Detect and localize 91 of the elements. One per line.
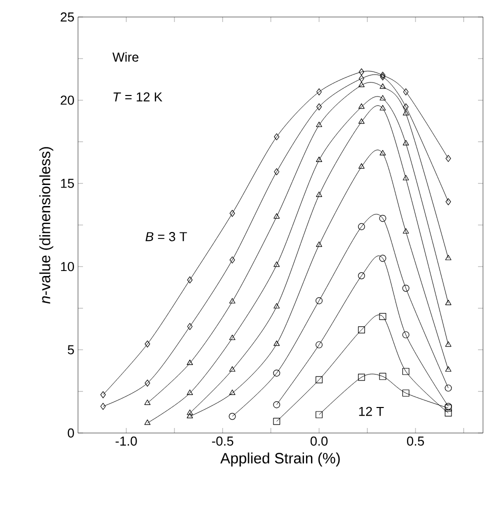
point <box>444 384 452 392</box>
x-tick-label: 0.5 <box>407 436 424 446</box>
point <box>358 118 365 124</box>
point <box>316 341 323 348</box>
point <box>186 410 193 415</box>
point <box>402 110 409 116</box>
x-tick-label: 0.0 <box>310 436 328 446</box>
point <box>358 82 365 88</box>
point <box>316 156 322 162</box>
point <box>316 88 322 96</box>
point <box>316 297 323 304</box>
point <box>379 214 386 222</box>
point <box>446 154 451 162</box>
point <box>445 300 452 306</box>
point <box>380 105 386 110</box>
y-tick-label: 15 <box>61 178 74 188</box>
point <box>186 360 193 366</box>
point <box>228 412 236 420</box>
y-tick-label: 0 <box>68 428 74 438</box>
point <box>444 410 452 417</box>
y-tick-label: 25 <box>60 12 74 22</box>
x-tick-label: -1.0 <box>116 436 137 446</box>
point <box>274 261 280 267</box>
point <box>273 401 280 408</box>
point <box>274 133 280 140</box>
point <box>144 340 150 348</box>
point <box>402 284 410 292</box>
point <box>274 340 280 346</box>
point <box>358 272 365 280</box>
point <box>316 103 322 110</box>
point <box>379 372 386 380</box>
point <box>402 140 409 146</box>
y-tick-label: 5 <box>68 345 74 354</box>
point <box>402 228 409 234</box>
y-axis-title: n-value (dimensionless) <box>39 147 54 304</box>
point <box>229 366 236 372</box>
point <box>358 68 364 76</box>
point <box>403 88 409 96</box>
point <box>445 341 452 347</box>
x-axis-title: Applied Strain (%) <box>220 452 340 466</box>
x-tick-label: -0.5 <box>212 436 234 446</box>
annotation: T = 12 K <box>114 92 162 102</box>
point <box>358 103 365 109</box>
point <box>273 370 280 377</box>
annotation: 12 T <box>359 406 384 416</box>
point <box>274 213 280 219</box>
point <box>379 313 386 320</box>
point <box>444 402 452 410</box>
point <box>187 323 193 330</box>
point <box>316 241 322 247</box>
point <box>380 150 386 156</box>
point <box>358 326 365 334</box>
point <box>144 380 150 387</box>
point <box>100 402 106 410</box>
point <box>358 374 365 381</box>
point <box>446 198 451 206</box>
point <box>186 390 193 395</box>
point <box>445 254 452 260</box>
point <box>358 75 364 82</box>
y-tick-label: 20 <box>60 96 74 105</box>
point <box>229 334 236 340</box>
point <box>380 83 386 89</box>
point <box>316 122 322 128</box>
point <box>445 366 452 372</box>
point <box>274 168 280 176</box>
point <box>273 418 280 425</box>
point <box>358 163 365 169</box>
point <box>402 331 410 338</box>
point <box>230 210 235 217</box>
point <box>274 303 280 308</box>
point <box>403 103 409 110</box>
point <box>316 376 323 384</box>
point <box>229 390 236 395</box>
point <box>100 391 106 398</box>
point <box>358 223 365 230</box>
point <box>379 254 386 262</box>
point <box>316 411 323 418</box>
point <box>316 192 322 197</box>
point <box>402 174 409 180</box>
point <box>402 368 410 375</box>
y-tick-label: 10 <box>61 262 74 272</box>
point <box>380 95 386 100</box>
point <box>230 256 235 264</box>
point <box>229 298 236 304</box>
point <box>144 400 150 405</box>
annotation: B = 3 T <box>146 232 187 242</box>
point <box>444 404 452 412</box>
annotation: Wire <box>112 52 138 62</box>
point <box>187 276 193 284</box>
point <box>144 420 150 425</box>
point <box>402 390 410 397</box>
